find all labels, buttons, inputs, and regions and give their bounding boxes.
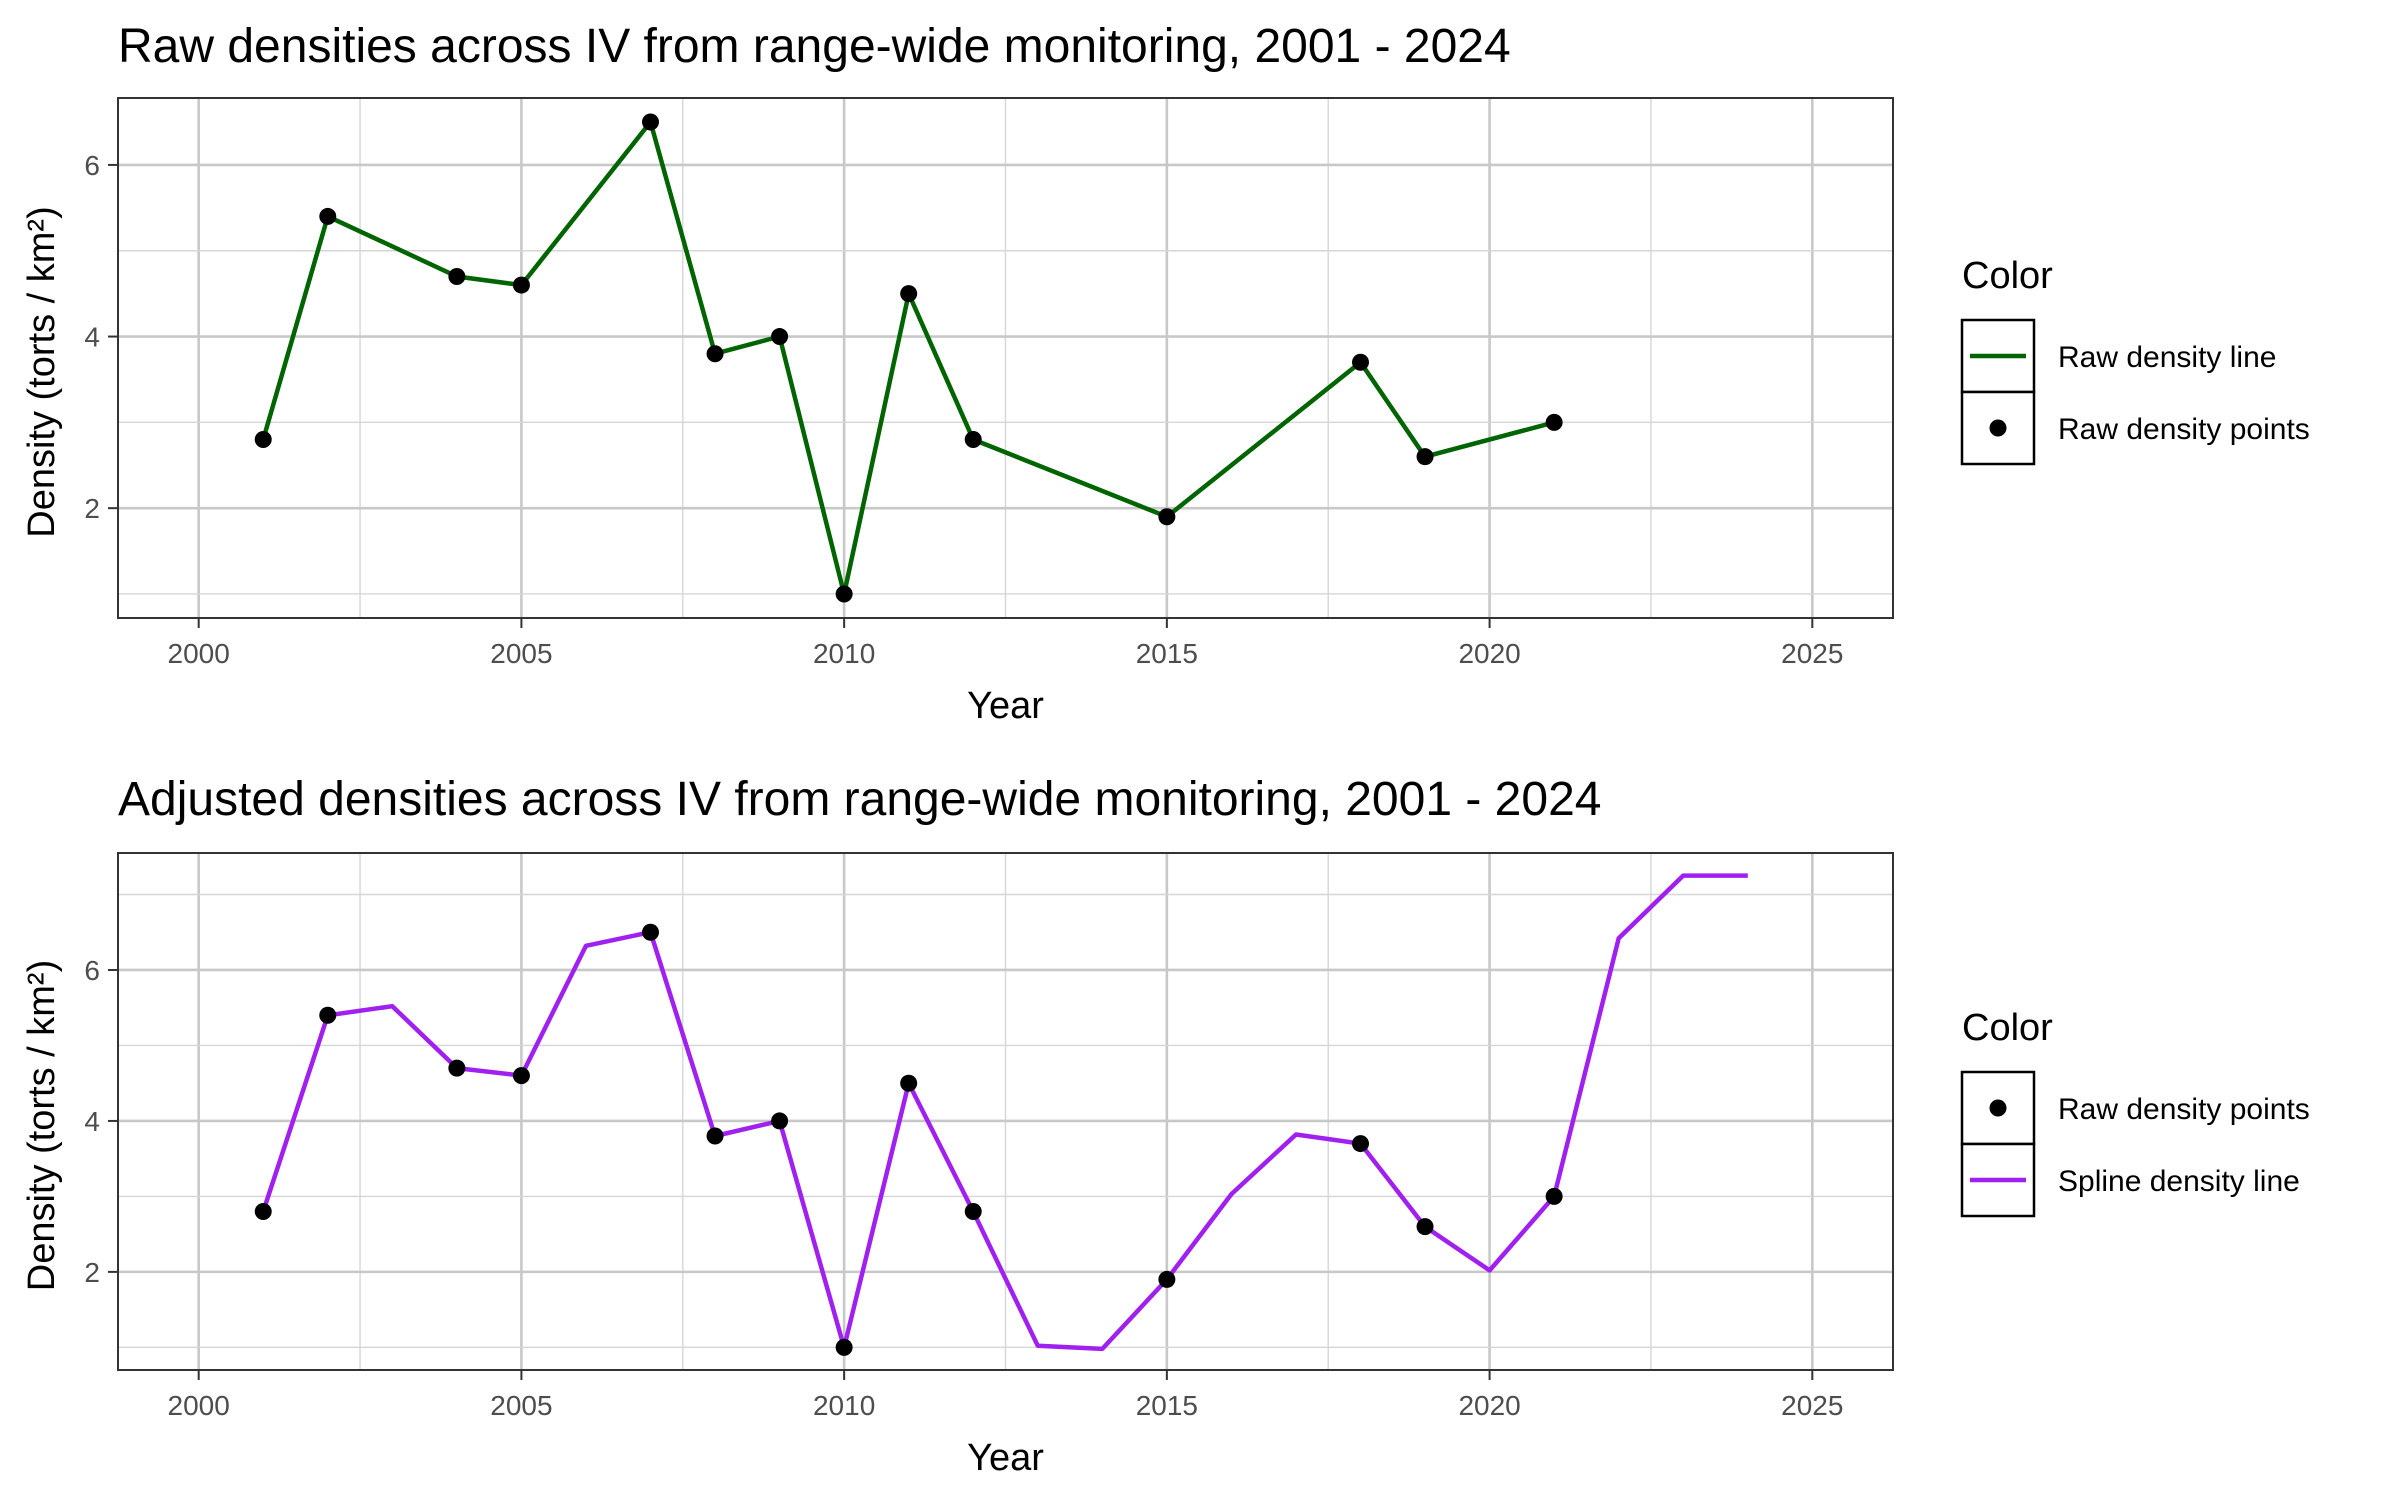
x-tick-label: 2000 [168, 1390, 230, 1421]
series-line [261, 873, 1748, 1352]
series-line [261, 119, 1555, 597]
data-point [448, 267, 466, 285]
data-point [254, 1203, 272, 1221]
adjusted-density-chart: Adjusted densities across IV from range-… [21, 773, 2310, 1479]
data-point [900, 285, 918, 303]
x-tick-label: 2005 [490, 638, 552, 669]
data-point [1352, 353, 1369, 371]
legend: Color Raw density line Raw density points [1960, 255, 2310, 466]
data-point [964, 1203, 982, 1221]
data-point [835, 585, 853, 603]
y-tick-label: 2 [84, 1257, 100, 1288]
data-point [642, 113, 659, 131]
series [254, 873, 1748, 1356]
x-tick-label: 2025 [1781, 638, 1843, 669]
legend-label: Raw density line [2058, 341, 2276, 374]
data-point [642, 923, 659, 941]
data-point [1545, 1187, 1563, 1205]
series [254, 113, 1563, 603]
data-point [706, 345, 724, 363]
x-axis-title: Year [967, 1437, 1044, 1479]
panel-border [117, 852, 1894, 1371]
raw-density-chart: Raw densities across IV from range-wide … [21, 20, 2310, 727]
data-point [1545, 413, 1563, 431]
panel-border [117, 97, 1894, 619]
x-tick-label: 2010 [813, 1390, 875, 1421]
legend-label: Raw density points [2058, 1093, 2310, 1126]
y-tick-label: 4 [84, 1106, 100, 1137]
grid [118, 98, 1893, 618]
data-point [964, 431, 982, 449]
data-point [835, 1338, 853, 1356]
data-point [319, 1006, 337, 1024]
data-point [448, 1059, 466, 1077]
x-tick-label: 2020 [1458, 1390, 1520, 1421]
legend-label: Raw density points [2058, 413, 2310, 446]
data-point [771, 1112, 789, 1130]
data-point [1352, 1135, 1369, 1153]
x-tick-label: 2005 [490, 1390, 552, 1421]
data-point [512, 276, 530, 294]
data-point [1416, 448, 1434, 466]
data-point [254, 431, 272, 449]
x-tick-label: 2010 [813, 638, 875, 669]
x-tick-label: 2020 [1458, 638, 1520, 669]
chart-title: Adjusted densities across IV from range-… [118, 773, 1601, 826]
legend-point-swatch [1989, 1099, 2007, 1117]
data-point [706, 1127, 724, 1145]
data-point [771, 328, 789, 346]
x-tick-label: 2025 [1781, 1390, 1843, 1421]
x-tick-label: 2000 [168, 638, 230, 669]
legend-title: Color [1962, 255, 2053, 297]
data-point [1158, 1270, 1176, 1288]
data-point [1416, 1218, 1434, 1236]
legend-point-swatch [1989, 419, 2007, 437]
y-tick-label: 4 [84, 322, 100, 353]
y-axis-title: Density (torts / km²) [21, 206, 63, 537]
x-tick-label: 2015 [1136, 1390, 1198, 1421]
data-point [512, 1067, 530, 1085]
grid [118, 853, 1893, 1370]
y-tick-label: 2 [84, 493, 100, 524]
y-axis-title: Density (torts / km²) [21, 960, 63, 1291]
x-tick-label: 2015 [1136, 638, 1198, 669]
legend-label: Spline density line [2058, 1165, 2300, 1198]
chart-title: Raw densities across IV from range-wide … [118, 20, 1511, 73]
data-point [1158, 508, 1176, 526]
legend: Color Raw density points Spline density li… [1960, 1007, 2310, 1218]
y-tick-label: 6 [84, 150, 100, 181]
data-point [900, 1074, 918, 1092]
data-point [319, 207, 337, 225]
y-tick-label: 6 [84, 955, 100, 986]
legend-title: Color [1962, 1007, 2053, 1049]
x-axis-title: Year [967, 685, 1044, 727]
